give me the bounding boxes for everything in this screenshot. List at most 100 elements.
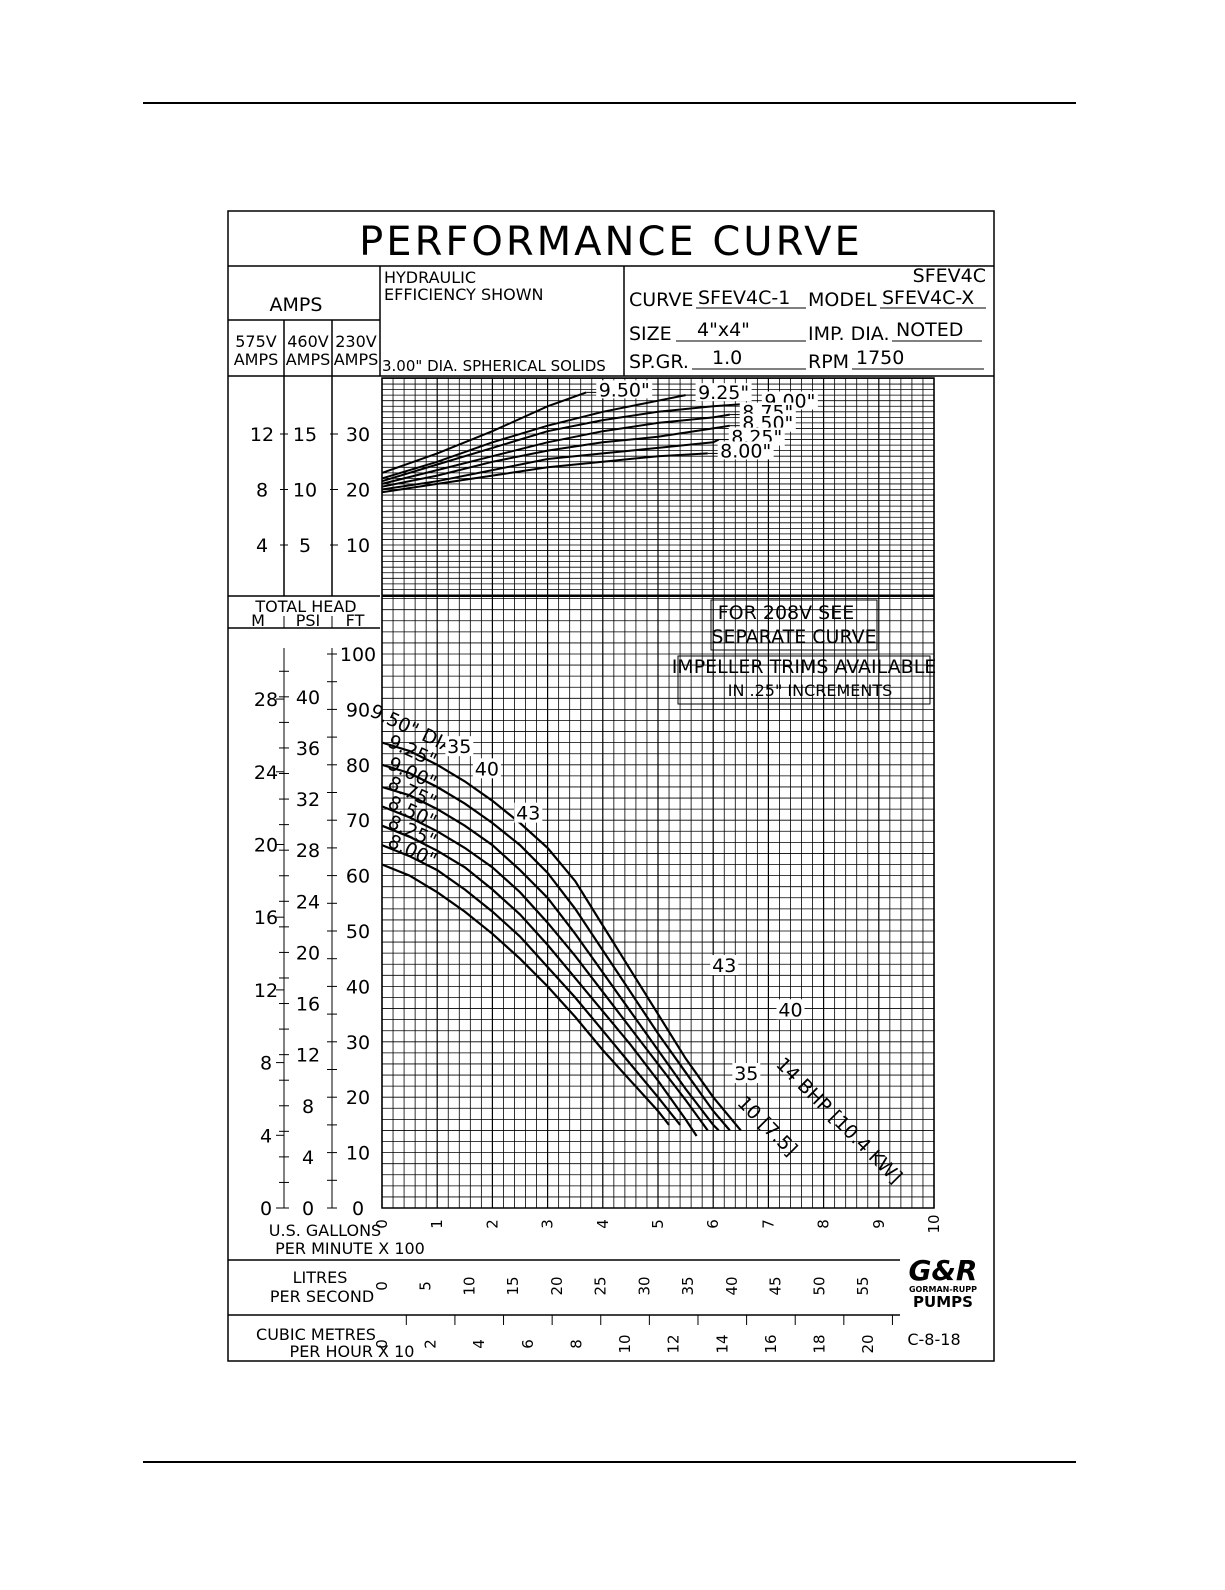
amp575-tick-label: 8: [256, 480, 268, 502]
lps-tick-label: 55: [854, 1276, 872, 1295]
m-tick-label: 20: [254, 834, 278, 856]
ft-tick-label: 50: [346, 921, 370, 943]
psi-label-bg: [292, 991, 324, 1014]
amps-curve-label: 9.50": [599, 379, 650, 401]
volt-230-label: 230V: [335, 332, 377, 351]
cmh-tick-label: 20: [859, 1334, 877, 1353]
lps-axis-label-1: LITRES: [293, 1268, 348, 1287]
lps-tick-label: 30: [635, 1276, 653, 1295]
amps-curve-label: 8.00": [720, 440, 771, 462]
ft-tick-label: 0: [352, 1198, 364, 1220]
bhp-label: 10 [7.5]: [733, 1092, 802, 1161]
amps-curve-3: [381, 413, 730, 485]
cmh-tick-label: 6: [519, 1339, 537, 1349]
gpm-tick-label: 7: [759, 1219, 777, 1229]
psi-tick-label: 20: [296, 942, 320, 964]
efficiency-label-bg: [514, 802, 543, 823]
m-tick-label: 28: [254, 689, 278, 711]
amps-curve-6: [381, 452, 708, 494]
ft-tick-label: 10: [346, 1143, 370, 1165]
amp230-tick-label: 10: [346, 535, 370, 557]
gpm-tick-label: 9: [870, 1219, 888, 1229]
note-trims-line-1: IMPELLER TRIMS AVAILABLE: [672, 656, 937, 678]
head-curve-5: [381, 844, 681, 1126]
impdia-label: IMP. DIA.: [808, 323, 890, 345]
m-tick-label: 4: [260, 1125, 272, 1147]
lps-tick-label: 45: [767, 1276, 785, 1295]
cmh-axis-label-1: CUBIC METRES: [256, 1325, 376, 1344]
solids-label: 3.00" DIA. SPHERICAL SOLIDS: [382, 357, 606, 375]
psi-label-bg: [292, 684, 324, 707]
psi-label-bg: [292, 787, 324, 810]
head-curve-0: [381, 741, 742, 1132]
amp460-tick-label: 15: [293, 424, 317, 446]
m-tick-label: 12: [254, 980, 278, 1002]
efficiency-label-bg: [776, 999, 805, 1020]
gpm-axis-label-1: U.S. GALLONS: [269, 1221, 381, 1240]
ft-tick-label: 90: [346, 699, 370, 721]
psi-tick-label: 0: [302, 1198, 314, 1220]
chart-title: PERFORMANCE CURVE: [359, 219, 863, 265]
psi-tick-label: 24: [296, 891, 320, 913]
size-value: 4"x4": [697, 319, 750, 341]
lps-tick-label: 25: [592, 1276, 610, 1295]
amp230-tick-label: 30: [346, 424, 370, 446]
outer-frame: [227, 210, 995, 1362]
hydraulic-label: HYDRAULIC: [384, 268, 476, 287]
psi-tick-label: 16: [296, 994, 320, 1016]
cmh-tick-label: 18: [811, 1334, 829, 1353]
psi-tick-label: 40: [296, 687, 320, 709]
amps-curve-1: [381, 394, 686, 480]
rpm-value: 1750: [856, 347, 904, 369]
efficiency-label-bg: [710, 955, 739, 976]
gpm-tick-label: 3: [539, 1219, 557, 1229]
efficiency-label-bg: [732, 1063, 761, 1084]
psi-tick-label: 8: [302, 1096, 314, 1118]
amps-460-sub: AMPS: [286, 350, 331, 369]
cmh-tick-label: 8: [567, 1339, 585, 1349]
head-m-label: M: [251, 611, 265, 630]
lps-tick-label: 35: [679, 1276, 697, 1295]
psi-tick-label: 4: [302, 1147, 314, 1169]
lps-tick-label: 5: [417, 1281, 435, 1291]
lps-tick-label: 10: [460, 1276, 478, 1295]
curve-value: SFEV4C-1: [698, 287, 790, 309]
cmh-tick-label: 14: [713, 1334, 731, 1353]
lps-tick-label: 20: [548, 1276, 566, 1295]
ft-tick-label: 30: [346, 1032, 370, 1054]
lps-tick-label: 50: [810, 1276, 828, 1295]
ft-tick-label: 40: [346, 976, 370, 998]
psi-label-bg: [292, 1093, 324, 1116]
gpm-tick-label: 10: [925, 1214, 943, 1233]
efficiency-shown-label: EFFICIENCY SHOWN: [384, 285, 544, 304]
amps-575-sub: AMPS: [234, 350, 279, 369]
note-208v-line-1: FOR 208V SEE: [718, 602, 855, 624]
gpm-tick-label: 1: [428, 1219, 446, 1229]
efficiency-label-bg: [445, 736, 474, 757]
psi-tick-label: 36: [296, 738, 320, 760]
lps-tick-label: 15: [504, 1276, 522, 1295]
note-208v-line-2: SEPARATE CURVE: [711, 626, 876, 648]
psi-tick-label: 12: [296, 1045, 320, 1067]
psi-label-bg: [292, 889, 324, 912]
ft-tick-label: 20: [346, 1087, 370, 1109]
efficiency-label: 40: [475, 758, 499, 780]
amps-curve-4: [381, 424, 730, 488]
amp460-tick-label: 10: [293, 480, 317, 502]
amps-label-bg: [728, 427, 785, 446]
gpm-tick-label: 8: [815, 1219, 833, 1229]
lps-axis-label-2: PER SECOND: [270, 1287, 374, 1306]
spgr-label: SP.GR.: [629, 351, 689, 373]
amps-curve-0: [381, 391, 587, 474]
head-curve-1: [381, 763, 731, 1132]
amp460-tick-label: 5: [299, 535, 311, 557]
head-curve-4: [381, 824, 698, 1137]
efficiency-label: 35: [447, 736, 471, 758]
lps-tick-label: 40: [723, 1276, 741, 1295]
cmh-axis-label-2: PER HOUR X 10: [290, 1342, 415, 1361]
lps-tick-label: 0: [373, 1281, 391, 1291]
amps-label-bg: [695, 383, 752, 402]
volt-575-label: 575V: [235, 332, 277, 351]
logo-mark: G&R: [909, 1254, 978, 1287]
